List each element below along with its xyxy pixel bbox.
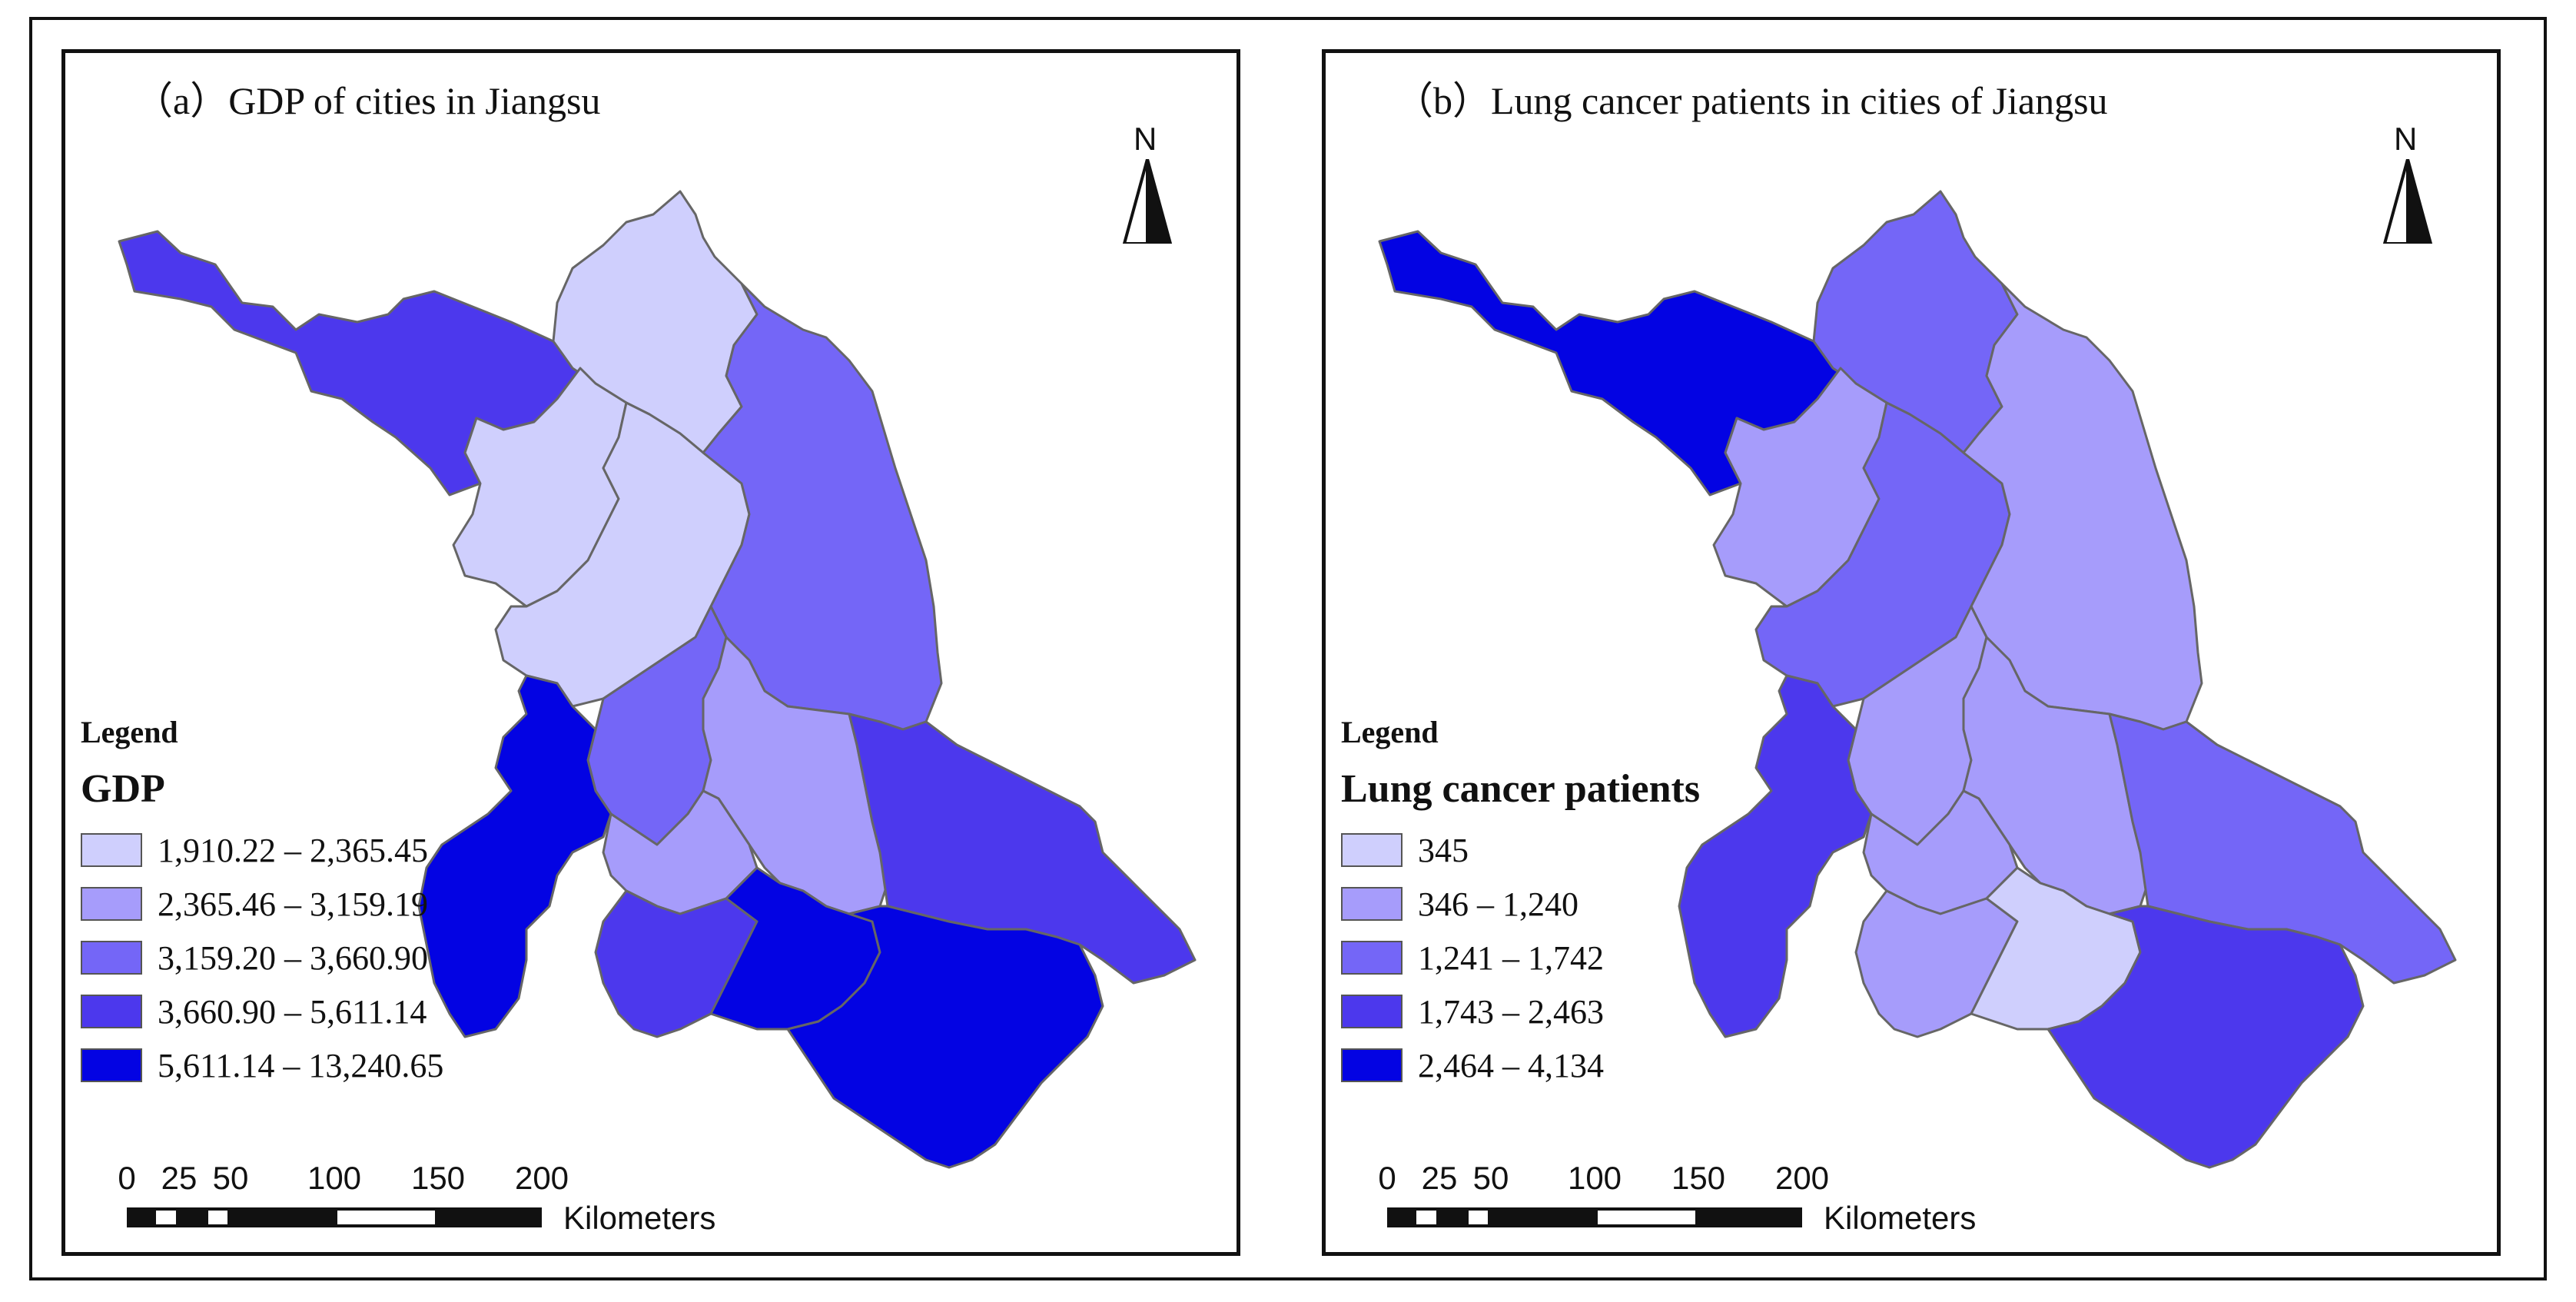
legend-swatch xyxy=(1341,995,1403,1028)
map-legend: Legend GDP 1,910.22 – 2,365.45 2,365.46 … xyxy=(81,714,443,1092)
legend-item: 345 xyxy=(1341,823,1700,877)
legend-swatch xyxy=(1341,833,1403,867)
scale-tick-label: 200 xyxy=(514,1160,569,1196)
scale-unit: Kilometers xyxy=(1824,1200,1977,1236)
jiangsu-map xyxy=(1378,190,2457,1169)
region-nanjing xyxy=(417,674,612,1038)
scale-tick-label: 100 xyxy=(307,1160,362,1196)
scale-segment xyxy=(205,1207,231,1227)
scale-tick-label: 25 xyxy=(1421,1160,1458,1196)
scale-tick-label: 0 xyxy=(1378,1160,1396,1196)
scale-segment xyxy=(1439,1207,1466,1227)
north-label: N xyxy=(2394,121,2418,157)
scale-segment xyxy=(153,1207,179,1227)
legend-swatch xyxy=(81,1048,142,1082)
scale-unit: Kilometers xyxy=(563,1200,716,1236)
scale-tick-label: 150 xyxy=(410,1160,466,1196)
legend-item: 346 – 1,240 xyxy=(1341,877,1700,931)
legend-label: 345 xyxy=(1418,831,1469,869)
scale-tick-label: 50 xyxy=(1472,1160,1509,1196)
legend-label: 3,660.90 – 5,611.14 xyxy=(158,992,427,1031)
legend-label: 2,464 – 4,134 xyxy=(1418,1046,1604,1084)
legend-item: 1,910.22 – 2,365.45 xyxy=(81,823,443,877)
map-title: （a）GDP of cities in Jiangsu xyxy=(134,79,601,122)
panel-b-lung-cancer-map: （b）Lung cancer patients in cities of Jia… xyxy=(1322,49,2501,1256)
scale-segment xyxy=(334,1207,438,1227)
scale-tick-label: 150 xyxy=(1671,1160,1726,1196)
scale-segment xyxy=(1387,1207,1413,1227)
north-label: N xyxy=(1134,121,1157,157)
scale-bar: 0 25 50 100 150 200 Kilometers xyxy=(118,1160,818,1244)
legend-label: 1,241 – 1,742 xyxy=(1418,938,1604,977)
scale-segment xyxy=(179,1207,205,1227)
panel-a-gdp-map: （a）GDP of cities in Jiangsu N Legend GDP… xyxy=(61,49,1240,1256)
region-suzhou xyxy=(786,905,1104,1169)
legend-label: 1,910.22 – 2,365.45 xyxy=(158,831,428,869)
legend-title: Lung cancer patients xyxy=(1341,767,1701,811)
region-nantong xyxy=(2108,712,2457,985)
legend-swatch xyxy=(81,941,142,975)
scale-segment xyxy=(1491,1207,1595,1227)
legend-label: 3,159.20 – 3,660.90 xyxy=(158,938,428,977)
legend-swatch xyxy=(1341,941,1403,975)
legend-item: 1,241 – 1,742 xyxy=(1341,931,1700,985)
legend-heading: Legend xyxy=(1341,715,1439,749)
north-arrow: N xyxy=(2377,121,2438,251)
scale-tick-label: 25 xyxy=(161,1160,198,1196)
scale-segment xyxy=(438,1207,542,1227)
legend-swatch xyxy=(81,995,142,1028)
legend-title: GDP xyxy=(81,767,165,811)
legend-label: 2,365.46 – 3,159.19 xyxy=(158,885,428,923)
legend-item: 2,365.46 – 3,159.19 xyxy=(81,877,443,931)
legend-label: 5,611.14 – 13,240.65 xyxy=(158,1046,444,1084)
map-title: （b）Lung cancer patients in cities of Jia… xyxy=(1395,79,2108,122)
north-arrow-icon xyxy=(2382,159,2433,244)
legend-swatch xyxy=(81,887,142,921)
legend-item: 3,159.20 – 3,660.90 xyxy=(81,931,443,985)
legend-swatch xyxy=(1341,887,1403,921)
scale-tick-label: 200 xyxy=(1774,1160,1830,1196)
region-suzhou xyxy=(2047,905,2365,1169)
scale-segment xyxy=(231,1207,334,1227)
legend-item: 2,464 – 4,134 xyxy=(1341,1038,1700,1092)
legend-label: 1,743 – 2,463 xyxy=(1418,992,1604,1031)
scale-bar: 0 25 50 100 150 200 Kilometers xyxy=(1378,1160,2079,1244)
legend-item: 3,660.90 – 5,611.14 xyxy=(81,985,443,1038)
scale-tick-label: 50 xyxy=(212,1160,249,1196)
north-arrow: N xyxy=(1117,121,1178,251)
region-nantong xyxy=(848,712,1197,985)
north-arrow-icon xyxy=(1122,159,1173,244)
map-legend: Legend Lung cancer patients 345 346 – 1,… xyxy=(1341,714,1700,1092)
legend-swatch xyxy=(81,833,142,867)
legend-label: 346 – 1,240 xyxy=(1418,885,1578,923)
region-nanjing xyxy=(1678,674,1873,1038)
jiangsu-map xyxy=(118,190,1197,1169)
scale-segment xyxy=(1413,1207,1439,1227)
scale-tick-label: 100 xyxy=(1567,1160,1622,1196)
legend-item: 5,611.14 – 13,240.65 xyxy=(81,1038,443,1092)
legend-heading: Legend xyxy=(81,715,178,749)
legend-item: 1,743 – 2,463 xyxy=(1341,985,1700,1038)
scale-segment xyxy=(127,1207,153,1227)
scale-segment xyxy=(1595,1207,1698,1227)
legend-swatch xyxy=(1341,1048,1403,1082)
scale-segment xyxy=(1698,1207,1802,1227)
scale-segment xyxy=(1466,1207,1491,1227)
scale-tick-label: 0 xyxy=(118,1160,136,1196)
